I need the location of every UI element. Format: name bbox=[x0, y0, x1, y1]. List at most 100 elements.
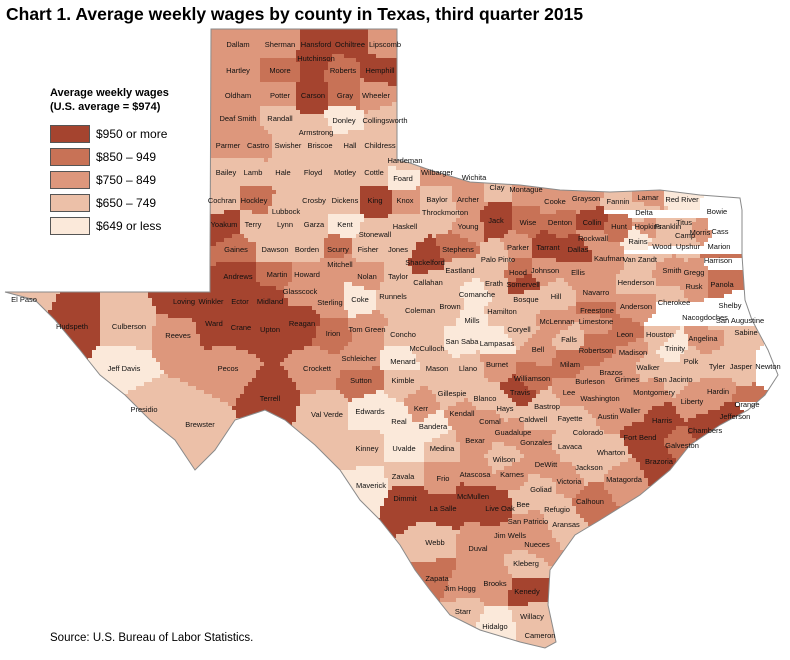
legend-label: $850 – 949 bbox=[96, 149, 157, 164]
county-fill bbox=[700, 254, 760, 258]
county-label: La Salle bbox=[429, 504, 456, 513]
county-label: San Augustine bbox=[716, 316, 764, 325]
county-fill bbox=[364, 78, 476, 82]
county-fill bbox=[720, 522, 748, 526]
county-fill bbox=[676, 406, 720, 410]
county-fill bbox=[656, 266, 708, 270]
county-fill bbox=[424, 470, 492, 474]
county-fill bbox=[256, 538, 368, 542]
county-label: Dimmit bbox=[393, 494, 417, 503]
county-fill bbox=[196, 250, 256, 254]
county-fill bbox=[556, 234, 568, 238]
county-fill bbox=[432, 134, 504, 138]
county-fill bbox=[5, 510, 264, 514]
county-fill bbox=[484, 186, 512, 190]
county-fill bbox=[5, 438, 24, 442]
county-fill bbox=[256, 470, 280, 474]
county-fill bbox=[272, 202, 360, 206]
county-fill bbox=[388, 494, 508, 498]
county-label: DeWitt bbox=[535, 460, 558, 469]
county-fill bbox=[548, 230, 576, 234]
county-fill bbox=[688, 418, 752, 422]
county-fill bbox=[256, 266, 292, 270]
county-fill bbox=[292, 274, 384, 278]
county-fill bbox=[712, 626, 724, 630]
county-label: Goliad bbox=[530, 485, 552, 494]
county-fill bbox=[5, 590, 236, 594]
county-fill bbox=[688, 298, 704, 302]
county-label: Lampasas bbox=[480, 339, 515, 348]
county-fill bbox=[664, 442, 696, 446]
county-fill bbox=[504, 418, 508, 422]
county-fill bbox=[672, 94, 736, 98]
county-fill bbox=[724, 526, 752, 530]
county-fill bbox=[724, 402, 736, 406]
county-fill bbox=[584, 366, 636, 370]
county-label: Chambers bbox=[688, 426, 723, 435]
county-fill bbox=[5, 462, 256, 466]
county-fill bbox=[612, 106, 620, 110]
county-fill bbox=[5, 98, 32, 102]
county-fill bbox=[352, 238, 424, 242]
county-fill bbox=[696, 238, 708, 242]
county-fill bbox=[564, 278, 616, 282]
county-fill bbox=[300, 110, 324, 114]
county-fill bbox=[592, 414, 644, 418]
county-label: Fayette bbox=[557, 414, 582, 423]
county-fill bbox=[584, 578, 644, 582]
county-fill bbox=[256, 466, 280, 470]
county-fill bbox=[284, 366, 372, 370]
county-fill bbox=[388, 482, 424, 486]
county-fill bbox=[388, 214, 460, 218]
county-fill bbox=[244, 430, 292, 434]
county-fill bbox=[252, 458, 284, 462]
county-fill bbox=[5, 538, 256, 542]
county-fill bbox=[324, 114, 364, 118]
county-fill bbox=[552, 438, 624, 442]
county-fill bbox=[136, 262, 200, 266]
county-fill bbox=[328, 62, 360, 66]
legend-title-line1: Average weekly wages bbox=[50, 87, 169, 99]
county-label: Terrell bbox=[260, 394, 281, 403]
county-label: Hale bbox=[275, 168, 290, 177]
county-fill bbox=[532, 334, 556, 338]
county-label: Concho bbox=[390, 330, 416, 339]
county-label: Red River bbox=[665, 195, 699, 204]
county-fill bbox=[428, 146, 500, 150]
county-fill bbox=[580, 490, 608, 494]
county-fill bbox=[584, 342, 628, 346]
county-fill bbox=[500, 386, 528, 390]
county-fill bbox=[608, 142, 624, 146]
county-fill bbox=[328, 350, 340, 354]
county-fill bbox=[420, 206, 456, 210]
county-fill bbox=[256, 270, 292, 274]
county-fill bbox=[600, 534, 636, 538]
county-fill bbox=[544, 518, 584, 522]
county-fill bbox=[412, 350, 448, 354]
county-label: Collingsworth bbox=[362, 116, 407, 125]
county-fill bbox=[5, 42, 300, 46]
county-fill bbox=[136, 346, 152, 350]
county-fill bbox=[224, 622, 272, 626]
county-fill bbox=[540, 282, 548, 286]
county-fill bbox=[440, 402, 456, 406]
county-label: Crockett bbox=[303, 364, 332, 373]
county-fill bbox=[404, 402, 440, 406]
county-label: Lamar bbox=[637, 193, 659, 202]
county-fill bbox=[556, 566, 576, 570]
county-fill bbox=[192, 154, 272, 158]
county-fill bbox=[52, 302, 100, 306]
county-label: Motley bbox=[334, 168, 356, 177]
county-fill bbox=[240, 582, 332, 586]
county-fill bbox=[232, 606, 296, 610]
county-fill bbox=[392, 202, 420, 206]
county-label: Rusk bbox=[685, 282, 702, 291]
county-fill bbox=[644, 578, 664, 582]
county-fill bbox=[44, 430, 244, 434]
county-fill bbox=[200, 262, 216, 266]
county-fill bbox=[560, 402, 664, 406]
county-fill bbox=[480, 354, 556, 358]
county-fill bbox=[700, 578, 760, 582]
county-fill bbox=[100, 310, 156, 314]
county-fill bbox=[576, 218, 608, 222]
